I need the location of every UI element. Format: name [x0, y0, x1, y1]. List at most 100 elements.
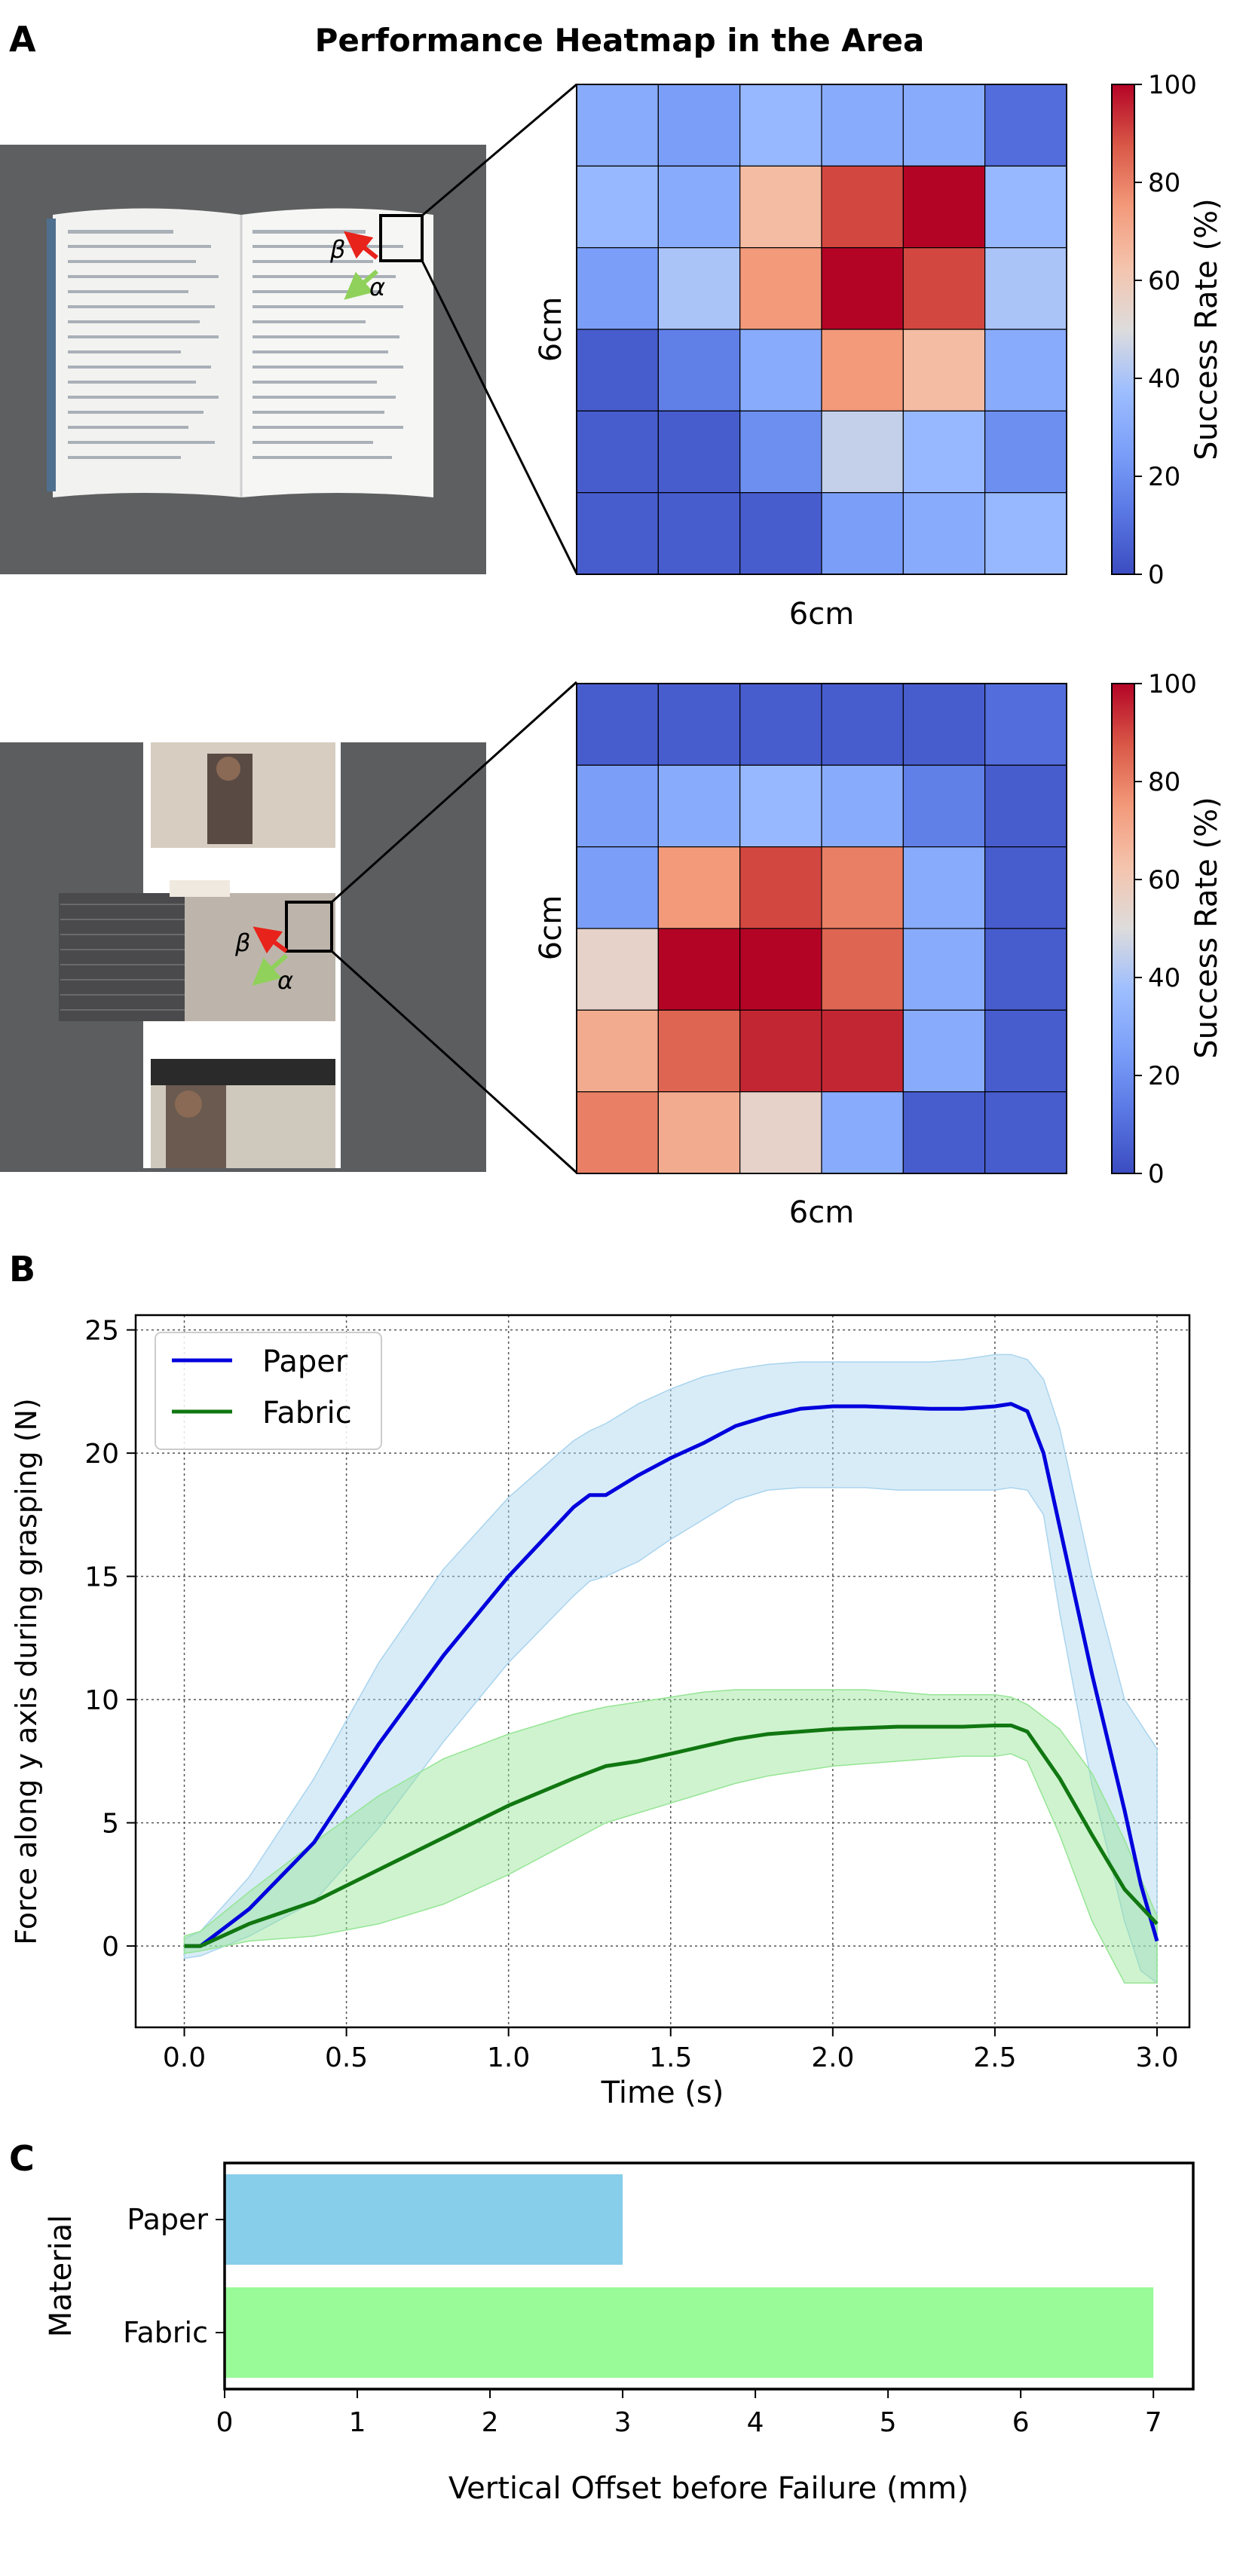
bar-paper: [225, 2174, 623, 2265]
heatmap-cell: [576, 84, 659, 167]
beta-label: β: [329, 235, 345, 264]
x-tick-label: 1: [349, 2407, 366, 2438]
legend-label-fabric: Fabric: [262, 1396, 352, 1430]
heatmap-cell: [576, 928, 659, 1011]
heatmap-cell: [984, 846, 1067, 929]
heatmap-frame: [576, 84, 1067, 575]
beta-label: β: [234, 929, 250, 957]
heatmap-cell: [739, 928, 822, 1011]
colorbar-fabric-ticks: 0 20 40 60 80 100: [1134, 669, 1197, 1189]
zoom-line-top-2: [421, 260, 578, 574]
x-tick-label: 2.0: [811, 2042, 854, 2073]
heatmap-cell: [739, 492, 822, 575]
series-line-paper: [184, 1402, 1159, 1948]
colorbar-tick-label: 20: [1148, 1061, 1180, 1091]
heatmap-cell: [821, 683, 904, 766]
heatmap-cell: [739, 84, 822, 167]
heatmap-cell: [739, 764, 822, 848]
heatmap-cell: [821, 846, 904, 929]
heatmap-frame: [576, 683, 1067, 1174]
heatmap-cell: [821, 247, 904, 330]
heatmap-cell: [657, 329, 741, 411]
heatmap-cell: [657, 764, 741, 848]
heatmap-cell: [657, 1091, 741, 1174]
category-label: Fabric: [123, 2316, 208, 2349]
y-tick-label: 15: [84, 1562, 119, 1593]
heatmap-cell: [739, 846, 822, 929]
heatmap-cell: [984, 683, 1067, 766]
heatmap-cell: [984, 165, 1067, 249]
heatmap-cell: [984, 84, 1067, 167]
heatmap-cell: [902, 764, 986, 848]
bar-chart-xlabel: Vertical Offset before Failure (mm): [448, 2471, 969, 2506]
colorbar-tick-label: 0: [1148, 560, 1165, 590]
heatmap-cell: [576, 683, 659, 766]
heatmap-cell: [902, 165, 986, 249]
heatmap-cell: [821, 84, 904, 167]
x-tick-label: 3.0: [1135, 2042, 1178, 2073]
bar-chart-ticks: Paper Fabric 0 1 2 3 4 5 6 7: [123, 2203, 1162, 2438]
zoom-line-top-1: [421, 83, 577, 217]
x-tick-label: 1.5: [649, 2042, 692, 2073]
photo-fabric: β α: [0, 742, 486, 1172]
x-tick-label: 0: [216, 2407, 234, 2438]
colorbar-tick-label: 80: [1148, 767, 1180, 797]
colorbar-tick-label: 20: [1148, 462, 1180, 492]
heatmap-title: Performance Heatmap in the Area: [315, 22, 925, 59]
alpha-arrow: [252, 953, 288, 986]
line-chart-bands: [183, 1354, 1158, 1984]
line-chart-frame: [134, 1314, 1191, 2029]
line-chart-ticks: 0.0 0.5 1.0 1.5 2.0 2.5 3.0 0 5 10 15 20 25: [84, 1316, 1178, 2073]
heatmap-cell: [576, 1091, 659, 1174]
heatmap-cell: [576, 329, 659, 411]
heatmap-cell: [576, 165, 659, 249]
bar-chart-ylabel: Material: [44, 2215, 78, 2338]
heatmap-cell: [657, 846, 741, 929]
y-tick-label: 5: [102, 1809, 119, 1840]
heatmap-cell: [821, 1009, 904, 1093]
line-chart-xlabel: Time (s): [601, 2076, 724, 2110]
roi-box-fabric: [285, 901, 333, 953]
x-tick-label: 5: [880, 2407, 897, 2438]
colorbar-book-ticks: 0 20 40 60 80 100: [1134, 70, 1197, 590]
category-label: Paper: [127, 2203, 208, 2236]
heatmap-cell: [657, 1009, 741, 1093]
heatmap-cell: [902, 1009, 986, 1093]
bar-fabric: [225, 2287, 1154, 2378]
colorbar-tick-label: 60: [1148, 266, 1180, 296]
heatmap-book: [576, 84, 1067, 575]
y-tick-label: 10: [84, 1685, 119, 1716]
colorbar-fabric: [1111, 683, 1135, 1174]
x-tick-label: 0.5: [325, 2042, 368, 2073]
heatmap-cell: [821, 410, 904, 494]
colorbar-tick-label: 80: [1148, 168, 1180, 198]
photo-book: β α: [0, 145, 486, 574]
heatmap-cell: [739, 410, 822, 494]
heatmap-cell: [821, 764, 904, 848]
heatmap-cell: [821, 1091, 904, 1174]
x-tick-label: 3: [614, 2407, 632, 2438]
heatmap-cell: [821, 329, 904, 411]
colorbar-tick-label: 40: [1148, 364, 1180, 394]
heatmap-fabric-xlabel: 6cm: [789, 1195, 854, 1230]
line-chart-ylabel: Force along y axis during grasping (N): [10, 1398, 43, 1945]
heatmap-cell: [576, 247, 659, 330]
colorbar-tick-label: 0: [1148, 1159, 1165, 1189]
heatmap-cell: [657, 247, 741, 330]
colorbar-tick-label: 100: [1148, 70, 1197, 100]
roi-box-book: [379, 214, 424, 262]
heatmap-cell: [657, 492, 741, 575]
heatmap-cell: [902, 329, 986, 411]
x-tick-label: 2.5: [973, 2042, 1016, 2073]
heatmap-cell: [739, 1009, 822, 1093]
heatmap-cell: [902, 410, 986, 494]
heatmap-cell: [821, 928, 904, 1011]
confidence-band-fabric: [183, 1689, 1158, 1984]
line-chart-legend: Paper Fabric: [155, 1332, 382, 1450]
line-chart: 0.0 0.5 1.0 1.5 2.0 2.5 3.0 0 5 10 15 20 25 Time (s)…: [10, 1314, 1191, 2110]
bar-chart: Paper Fabric 0 1 2 3 4 5 6 7 Vertical Offset befo…: [44, 2161, 1195, 2506]
legend-label-paper: Paper: [262, 1345, 348, 1379]
beta-arrow: [253, 926, 288, 954]
heatmap-cell: [984, 410, 1067, 494]
